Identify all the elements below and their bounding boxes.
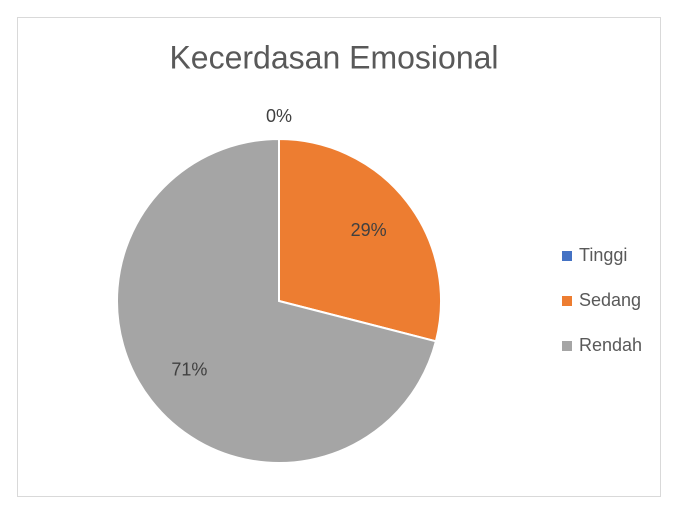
- legend-label: Rendah: [579, 335, 642, 355]
- data-label: 0%: [266, 106, 292, 126]
- data-label: 71%: [171, 359, 207, 379]
- pie-slice: [116, 137, 438, 464]
- chart-title: Kecerdasan Emosional: [169, 39, 498, 75]
- legend-swatch: [562, 251, 572, 261]
- legend-swatch: [562, 341, 572, 351]
- legend-swatch: [562, 296, 572, 306]
- legend-label: Tinggi: [579, 245, 627, 265]
- pie-slice: [278, 137, 442, 343]
- data-label: 29%: [351, 220, 387, 240]
- legend-label: Sedang: [579, 290, 641, 310]
